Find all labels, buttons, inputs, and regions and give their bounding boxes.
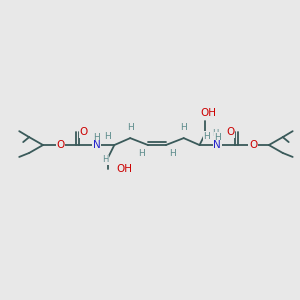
Text: H: H <box>214 133 221 142</box>
Text: O: O <box>249 140 257 150</box>
Text: O: O <box>57 140 65 150</box>
Text: H: H <box>169 149 176 158</box>
Text: H: H <box>180 123 187 132</box>
Text: O: O <box>80 127 88 137</box>
Text: N: N <box>93 140 101 150</box>
Text: H: H <box>203 132 210 141</box>
Text: H: H <box>102 155 109 164</box>
Text: N: N <box>214 140 221 150</box>
Text: H: H <box>104 132 111 141</box>
Text: O: O <box>226 127 234 137</box>
Text: OH: OH <box>116 164 132 174</box>
Text: H: H <box>93 133 100 142</box>
Text: H: H <box>93 133 100 142</box>
Text: N: N <box>93 140 101 150</box>
Text: OH: OH <box>200 108 217 118</box>
Text: H: H <box>214 133 221 142</box>
Text: N: N <box>214 140 221 150</box>
Text: H: H <box>138 149 145 158</box>
Text: H: H <box>212 129 219 138</box>
Text: H: H <box>127 123 134 132</box>
Text: H: H <box>169 149 176 158</box>
Text: H: H <box>138 149 145 158</box>
